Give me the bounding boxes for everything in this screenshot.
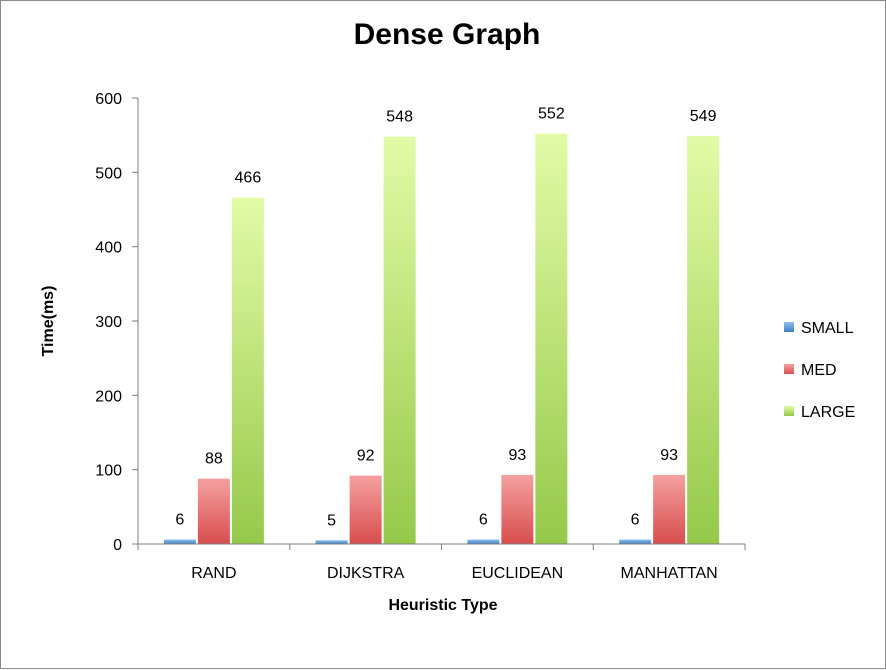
legend-swatch-med (784, 364, 794, 374)
bars-group (163, 133, 720, 545)
legend-label-med: MED (801, 362, 837, 379)
bar-small (467, 539, 500, 544)
data-label: 92 (357, 448, 375, 465)
data-label: 6 (631, 512, 640, 529)
bar-large (687, 135, 720, 544)
y-tick-label: 600 (95, 91, 122, 108)
y-tick-label: 500 (95, 165, 122, 182)
bar-med (349, 475, 382, 544)
legend-label-large: LARGE (801, 404, 855, 421)
legend-swatch-small (784, 322, 794, 332)
y-tick-label: 0 (113, 537, 122, 554)
bar-med (197, 478, 230, 544)
y-tick-label: 300 (95, 314, 122, 331)
bar-med (501, 474, 534, 544)
x-axis-tick-labels: RAND DIJKSTRA EUCLIDEAN MANHATTAN (191, 565, 718, 582)
bar-small (315, 540, 348, 544)
x-tick-label: EUCLIDEAN (472, 565, 564, 582)
legend-swatch-large (784, 406, 794, 416)
bar-large (231, 197, 264, 544)
bar-small (619, 539, 652, 544)
bar-small (163, 539, 196, 544)
x-tick-label: MANHATTAN (621, 565, 718, 582)
y-axis-title: Time(ms) (40, 286, 57, 357)
x-axis-category-ticks (137, 544, 746, 550)
data-label: 466 (235, 170, 262, 187)
bar-med (653, 474, 686, 544)
y-tick-label: 200 (95, 388, 122, 405)
legend: SMALL MED LARGE (784, 320, 855, 421)
bar-large (383, 136, 416, 545)
data-label: 549 (690, 108, 717, 125)
y-tick-label: 100 (95, 463, 122, 480)
data-labels-group: 6 88 466 5 92 548 6 93 552 6 93 549 (175, 106, 716, 530)
x-tick-label: RAND (191, 565, 236, 582)
y-axis-ticks: 0 100 200 300 400 500 600 (95, 91, 138, 554)
data-label: 548 (386, 109, 413, 126)
data-label: 88 (205, 451, 223, 468)
data-label: 6 (479, 512, 488, 529)
data-label: 552 (538, 106, 565, 123)
data-label: 93 (508, 447, 526, 464)
bar-large (535, 133, 568, 544)
legend-label-small: SMALL (801, 320, 854, 337)
x-tick-label: DIJKSTRA (327, 565, 405, 582)
y-tick-label: 400 (95, 240, 122, 257)
data-label: 93 (660, 447, 678, 464)
chart-title: Dense Graph (354, 18, 541, 51)
data-label: 5 (327, 512, 336, 529)
data-label: 6 (175, 512, 184, 529)
x-axis-title: Heuristic Type (388, 597, 497, 614)
